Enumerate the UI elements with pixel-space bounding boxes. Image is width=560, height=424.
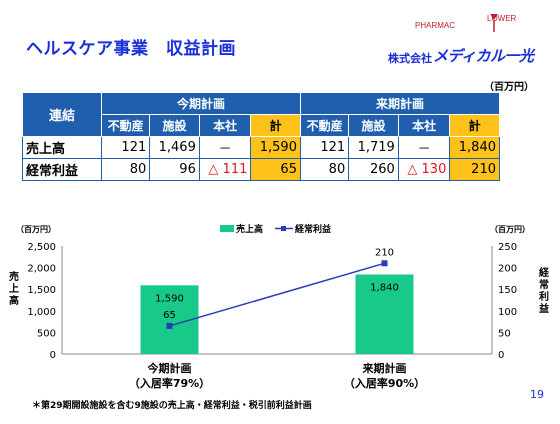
table-cell: 121 xyxy=(299,136,350,159)
company-prefix: 株式会社 xyxy=(388,52,432,65)
bar-data-label: 1,590 xyxy=(155,293,184,304)
company-name: メディカル一光 xyxy=(433,47,534,65)
table-cell: 80 xyxy=(100,158,151,181)
brand-logo-flower: LOWER xyxy=(487,14,517,23)
category-label: 来期計画 xyxy=(362,361,407,375)
line-point xyxy=(381,260,388,267)
table-cell-negative: △ 130 xyxy=(397,158,451,181)
table-cell: － xyxy=(397,136,451,159)
subheader: 施設 xyxy=(149,114,200,137)
page-number: 19 xyxy=(530,388,544,401)
table-corner: 連結 xyxy=(22,92,102,137)
line-data-label: 65 xyxy=(163,310,176,321)
right-axis-title-char: 益 xyxy=(539,302,549,315)
table-row: 売上高 121 1,469 － 1,590 121 1,719 － 1,840 xyxy=(22,136,500,159)
right-axis-title-char: 経 xyxy=(539,266,550,279)
group-header-current: 今期計画 xyxy=(101,92,301,115)
legend-marker-line xyxy=(281,226,286,231)
right-tick-label: 50 xyxy=(498,328,511,339)
table-cell-total: 65 xyxy=(250,158,301,181)
right-tick-label: 100 xyxy=(498,307,517,318)
left-tick-label: 0 xyxy=(50,350,56,361)
line-data-label: 210 xyxy=(375,247,394,258)
table-cell: 80 xyxy=(299,158,350,181)
subheader-total: 計 xyxy=(449,114,500,137)
category-label: 今期計画 xyxy=(147,361,192,375)
table-unit: （百万円） xyxy=(484,82,534,93)
combo-chart: （百万円） （百万円）売上高 経常利益05001,0001,5002,0002,50… xyxy=(9,223,550,390)
line-series xyxy=(169,262,385,327)
bar-data-label: 1,840 xyxy=(370,283,399,294)
table-cell-total: 210 xyxy=(449,158,500,181)
table-cell: 96 xyxy=(149,158,200,181)
right-axis-unit: （百万円） xyxy=(490,224,530,234)
left-axis-title-char: 高 xyxy=(9,294,19,307)
page-title: ヘルスケア事業 収益計画 xyxy=(26,39,236,59)
pharmac-flower-logo xyxy=(490,14,498,32)
brand-logo-pharmac: PHARMAC xyxy=(415,21,456,30)
category-sublabel: （入居率90%） xyxy=(344,376,425,390)
table-cell: 1,469 xyxy=(149,136,200,159)
table-cell: 1,719 xyxy=(348,136,399,159)
right-tick-label: 150 xyxy=(498,285,517,296)
left-tick-label: 500 xyxy=(37,328,56,339)
subheader: 本社 xyxy=(397,114,451,137)
subheader: 不動産 xyxy=(100,114,151,137)
left-tick-label: 2,500 xyxy=(27,242,56,253)
table-cell-negative: △ 111 xyxy=(198,158,252,181)
table-cell-total: 1,840 xyxy=(449,136,500,159)
left-axis-title-char: 上 xyxy=(9,282,19,295)
table-row: 経常利益 80 96 △ 111 65 80 260 △ 130 210 xyxy=(22,158,500,181)
right-axis-title-char: 常 xyxy=(539,278,549,291)
left-tick-label: 2,000 xyxy=(27,264,56,275)
legend-label-bar: 売上高 xyxy=(236,223,263,235)
flower-logo-mark xyxy=(490,14,498,20)
subheader: 施設 xyxy=(348,114,399,137)
right-tick-label: 200 xyxy=(498,264,517,275)
bar xyxy=(355,274,414,354)
footnote: ＊第29期開設施設を含む9施設の売上高・経常利益・税引前利益計画 xyxy=(32,401,312,411)
category-sublabel: （入居率79%） xyxy=(129,376,210,390)
group-header-next: 来期計画 xyxy=(299,92,501,115)
left-tick-label: 1,500 xyxy=(27,285,56,296)
chart-area: （百万円） （百万円） 売上高 経常利益 0 500 1,000 1,500 2,000 2,50… xyxy=(0,218,560,420)
table-cell-total: 1,590 xyxy=(250,136,301,159)
left-axis-unit: （百万円） xyxy=(16,224,56,234)
subheader-total: 計 xyxy=(250,114,301,137)
row-label: 売上高 xyxy=(22,136,102,159)
right-tick-label: 250 xyxy=(498,242,517,253)
subheader: 本社 xyxy=(198,114,252,137)
left-tick-label: 1,000 xyxy=(27,307,56,318)
row-label: 経常利益 xyxy=(22,158,102,181)
right-axis-title-char: 利 xyxy=(539,290,549,303)
legend-swatch-bar xyxy=(220,225,234,232)
line-point xyxy=(166,322,173,329)
profit-plan-table: 連結 今期計画 来期計画 不動産 施設 本社 計 不動産 施設 本社 計 売上高… xyxy=(22,92,501,181)
table-cell: 121 xyxy=(100,136,151,159)
legend-label-line: 経常利益 xyxy=(295,223,331,235)
table-cell: 260 xyxy=(348,158,399,181)
right-tick-label: 0 xyxy=(498,350,504,361)
subheader: 不動産 xyxy=(299,114,350,137)
table-cell: － xyxy=(198,136,252,159)
left-axis-title-char: 売 xyxy=(9,270,19,283)
